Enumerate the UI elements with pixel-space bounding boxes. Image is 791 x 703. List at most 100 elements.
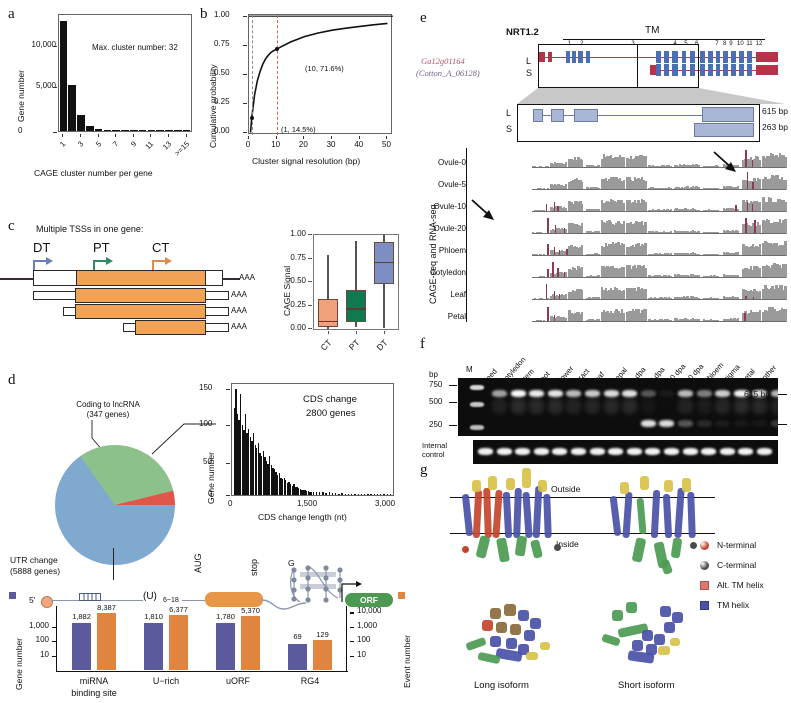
panel-e-exon-L-10 — [690, 51, 695, 63]
panel-c-box-ytick-0.50: 0.50 — [290, 276, 306, 285]
panel-e-coverage-Phloem-135 — [776, 245, 780, 256]
panel-g-short-top-helix-1 — [612, 610, 623, 621]
panel-e-coverage-Ovule-20-46 — [615, 222, 618, 234]
panel-e-coverage-Ovule-20-39 — [602, 222, 606, 234]
panel-g-long-side-helix-9 — [472, 480, 481, 492]
panel-g-inside-label: Inside — [556, 539, 579, 549]
panel-e-coverage-Ovule-5-105 — [722, 185, 725, 190]
panel-e-exon-S-10 — [731, 64, 736, 76]
panel-g-long-top-helix-6 — [510, 624, 521, 635]
panel-e-zoom-S-exon — [694, 123, 754, 137]
panel-e-coverage-Leaf-134 — [775, 284, 778, 300]
panel-d-bar-right-tick-1,000: 1,000 — [357, 620, 378, 630]
panel-e-coverage-Petal-130 — [767, 306, 771, 322]
panel-c-box-ytick-mark-0.50 — [308, 281, 312, 282]
panel-e-coverage-Petal-125 — [758, 309, 762, 322]
panel-d-bar-left-tick-1,000: 1,000 — [28, 620, 49, 630]
panel-e-coverage-Ovule-0-54 — [629, 156, 633, 168]
panel-b-xtick-mark-50 — [386, 136, 388, 139]
panel-g-inside-membrane-line — [450, 533, 715, 535]
panel-e-coverage-Petal-26 — [579, 314, 582, 322]
panel-g-short-side-helix-3 — [650, 489, 661, 539]
panel-e-coverage-Phloem-111 — [733, 252, 736, 256]
panel-e-coverage-Petal-121 — [751, 311, 754, 322]
panel-c-t2-polyA: AAA — [231, 290, 248, 299]
panel-e-cage-peak-Phloem-2 — [558, 250, 561, 256]
panel-e-coverage-Ovule-5-21 — [570, 180, 573, 190]
panel-g-short-top-helix-11 — [658, 646, 670, 655]
panel-d-letter: d — [8, 372, 16, 388]
panel-e-coverage-Ovule-5-15 — [559, 185, 562, 190]
panel-e-coverage-Ovule-10-38 — [600, 199, 604, 212]
panel-f-smear-0 — [492, 398, 507, 414]
panel-e-coverage-Ovule-0-55 — [631, 159, 635, 168]
panel-e-coverage-Ovule-20-40 — [604, 222, 607, 234]
panel-e-coverage-Ovule-20-120 — [749, 225, 753, 234]
panel-e-coverage-Cotyledon-24 — [575, 270, 578, 278]
panel-f-smear-10 — [678, 398, 693, 414]
panel-a-xtick-mark-7 — [115, 134, 117, 137]
panel-e-coverage-Petal-109 — [729, 318, 733, 322]
panel-e-coverage-Ovule-0-10 — [550, 163, 553, 168]
panel-e-coverage-Phloem-131 — [769, 242, 773, 256]
panel-b-guide-1bp — [251, 15, 253, 135]
panel-f-control-band-9 — [645, 448, 661, 455]
panel-e-track-Petal — [532, 302, 787, 322]
panel-d-hist-bar-4 — [240, 394, 242, 495]
panel-e-coverage-Leaf-48 — [619, 290, 622, 300]
panel-d-hist-ytick-mark-0 — [226, 495, 230, 496]
panel-e-coverage-Cotyledon-107 — [726, 274, 729, 278]
panel-f-ladder-tick-500 — [449, 402, 457, 403]
panel-e-coverage-Phloem-125 — [758, 244, 762, 256]
panel-d-hist-bar-23 — [270, 465, 272, 495]
panel-e-coverage-Ovule-10-17 — [562, 207, 566, 212]
panel-d-hist-bar-36 — [291, 485, 293, 495]
panel-d-pie — [55, 445, 175, 565]
panel-g-structure-short-top — [598, 596, 716, 678]
panel-e-coverage-Ovule-0-12 — [553, 161, 557, 168]
panel-e-zoom-L-exon-2 — [551, 109, 564, 122]
panel-d-bar-event-2 — [241, 616, 260, 670]
panel-d-hist-bar-63 — [357, 493, 359, 495]
panel-e-coverage-Ovule-20-107 — [726, 230, 729, 234]
panel-g-long-side-helix-12 — [522, 468, 531, 488]
panel-e-coverage-Ovule-0-58 — [637, 155, 640, 168]
panel-e-cage-peak-Ovule-20-0 — [547, 217, 549, 234]
panel-d-hist-bar-28 — [278, 473, 281, 495]
panel-e-coverage-Ovule-10-10 — [550, 206, 553, 212]
panel-e-coverage-Cotyledon-18 — [564, 272, 568, 278]
panel-c-box-ytick-0.75: 0.75 — [290, 252, 306, 262]
panel-e-coverage-Leaf-60 — [640, 287, 644, 300]
panel-e-coverage-Ovule-0-61 — [642, 155, 646, 168]
panel-e-exon-L-8 — [672, 51, 678, 63]
panel-e-coverage-Phloem-23 — [573, 246, 577, 256]
panel-e-exon-L-13 — [716, 51, 720, 63]
panel-e-coverage-Ovule-5-113 — [737, 186, 740, 190]
panel-e-track-axis — [466, 148, 468, 322]
panel-e-coverage-Ovule-10-79 — [675, 208, 678, 212]
panel-e-coverage-Phloem-22 — [571, 246, 575, 256]
panel-d-g-label: G — [288, 558, 295, 568]
panel-e-coverage-Ovule-10-138 — [782, 199, 785, 212]
panel-f-band-label-615: 615 bp — [744, 389, 770, 399]
panel-g-short-top-helix-3 — [672, 612, 683, 623]
panel-e-coverage-Leaf-132 — [771, 286, 774, 300]
panel-g-long-side-helix-7 — [532, 485, 543, 539]
panel-e-coverage-Ovule-0-52 — [626, 158, 629, 168]
panel-e-coverage-Leaf-61 — [642, 289, 646, 300]
panel-g-short-isoform-label: Short isoform — [618, 680, 675, 691]
panel-e-coverage-Cotyledon-78 — [673, 274, 676, 278]
panel-e-coverage-Cotyledon-123 — [755, 266, 758, 278]
panel-e-coverage-Ovule-0-131 — [769, 153, 773, 168]
panel-e-coverage-Leaf-18 — [564, 293, 568, 300]
panel-e-coverage-Ovule-20-79 — [675, 230, 678, 234]
panel-e-tm-number-10: 10 — [737, 41, 744, 47]
panel-e-coverage-Cotyledon-135 — [776, 264, 780, 278]
panel-e-coverage-Ovule-20-41 — [606, 221, 609, 234]
panel-d-hist-bar-27 — [277, 474, 279, 495]
panel-e-coverage-Cotyledon-58 — [637, 265, 640, 278]
panel-b-xtick-10: 10 — [271, 140, 281, 149]
panel-b-xticks: 0 10 20 30 40 50 — [246, 136, 392, 150]
panel-c-t1-utr3 — [205, 270, 223, 286]
panel-g-long-side-helix-5 — [513, 487, 522, 539]
